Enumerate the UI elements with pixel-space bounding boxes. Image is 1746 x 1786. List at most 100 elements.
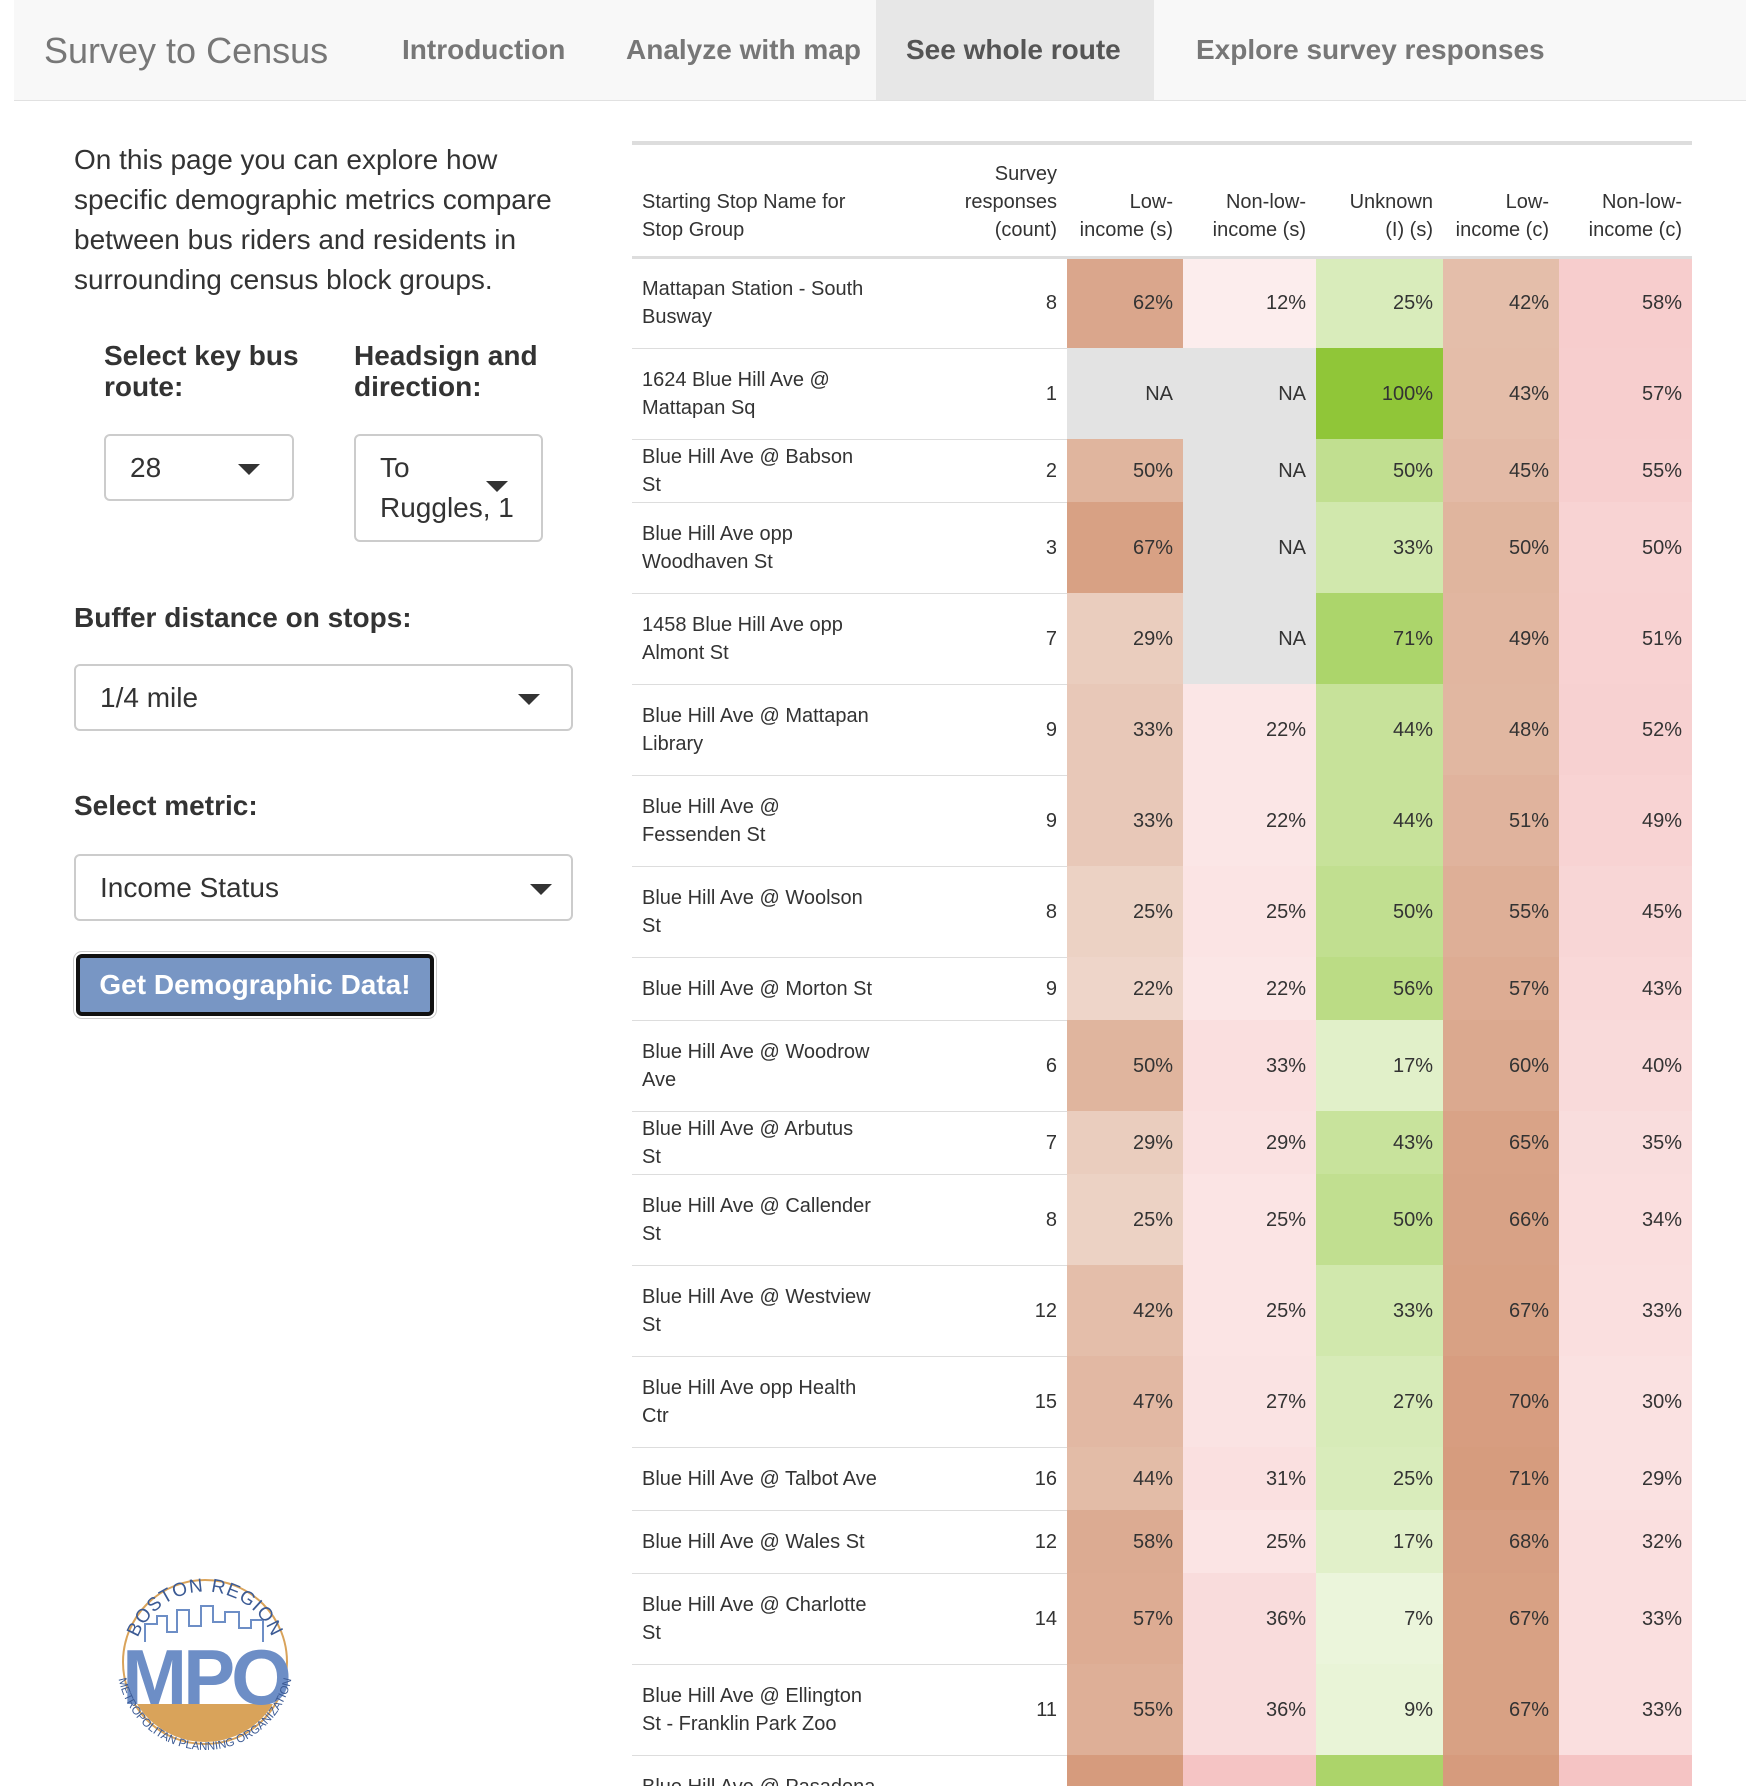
headsign-label: Headsign and direction: (354, 340, 538, 402)
route-label: Select key bus route: (104, 340, 299, 402)
percent-cell-nonlow-c: 43% (1559, 957, 1692, 1020)
table-row: Blue Hill Ave @ Callender St 8 25% 25% 50% 66… (632, 1174, 1692, 1266)
table-row: Blue Hill Ave opp Woodhaven St 3 67% NA 33% 5… (632, 502, 1692, 594)
chevron-down-icon (518, 694, 540, 705)
tab-explore-survey-responses[interactable]: Explore survey responses (1196, 34, 1545, 65)
intro-text: On this page you can explore how specifi… (74, 144, 552, 295)
percent-cell-low-s: 55% (1067, 1664, 1183, 1755)
response-count-cell: 8 (887, 257, 1067, 349)
headsign-select-value: To Ruggles, 1 (380, 452, 514, 523)
percent-cell-low-c: 65% (1443, 1111, 1559, 1174)
percent-cell-unknown-s: 100% (1316, 348, 1443, 439)
percent-cell-unknown-s: 33% (1316, 1265, 1443, 1356)
percent-cell-nonlow-s: 12% (1183, 257, 1316, 348)
stop-name-cell: Blue Hill Ave opp Health Ctr (632, 1356, 887, 1448)
percent-cell-low-s: 62% (1067, 257, 1183, 348)
table-row: Blue Hill Ave @ Westview St 12 42% 25% 33% 67… (632, 1265, 1692, 1357)
buffer-select[interactable]: 1/4 mile (74, 664, 573, 731)
column-header[interactable]: Unknown (I) (s) (1316, 145, 1443, 259)
column-header[interactable]: Non-low-income (s) (1183, 145, 1316, 259)
table-row: Blue Hill Ave @ Wales St 12 58% 25% 17% 68% 32… (632, 1510, 1692, 1574)
table-row: Blue Hill Ave @ Arbutus St 7 29% 29% 43% 65% 3… (632, 1111, 1692, 1175)
percent-cell-low-c: 67% (1443, 1573, 1559, 1664)
percent-cell-nonlow-c: 50% (1559, 502, 1692, 593)
response-count-cell: 9 (887, 775, 1067, 867)
response-count-cell: 12 (887, 1265, 1067, 1357)
column-header[interactable]: Starting Stop Name for Stop Group (632, 145, 887, 259)
percent-cell-unknown-s: 50% (1316, 866, 1443, 957)
percent-cell-nonlow-c (1559, 1755, 1692, 1786)
tab-see-whole-route[interactable]: See whole route (876, 0, 1154, 100)
response-count-cell (887, 1755, 1067, 1786)
stop-name-cell: Blue Hill Ave @ Charlotte St (632, 1573, 887, 1665)
tab-introduction[interactable]: Introduction (402, 34, 566, 65)
percent-cell-nonlow-c: 34% (1559, 1174, 1692, 1265)
headsign-select[interactable]: To Ruggles, 1 (354, 434, 543, 542)
percent-cell-unknown-s: 71% (1316, 593, 1443, 684)
table-row: Blue Hill Ave @ Woodrow Ave 6 50% 33% 17% 60%… (632, 1020, 1692, 1112)
buffer-label: Buffer distance on stops: (74, 602, 412, 633)
percent-cell-nonlow-s: 36% (1183, 1664, 1316, 1755)
percent-cell-nonlow-c: 40% (1559, 1020, 1692, 1111)
column-header[interactable]: Non-low-income (c) (1559, 145, 1692, 259)
column-header[interactable]: Low-income (c) (1443, 145, 1559, 259)
logo-mpo-text: MPO (122, 1633, 289, 1721)
percent-cell-nonlow-c: 51% (1559, 593, 1692, 684)
percent-cell-low-c: 49% (1443, 593, 1559, 684)
percent-cell-unknown-s (1316, 1755, 1443, 1786)
response-count-cell: 15 (887, 1356, 1067, 1448)
tab-analyze-with-map[interactable]: Analyze with map (626, 34, 861, 65)
stop-name-cell: 1458 Blue Hill Ave opp Almont St (632, 593, 887, 685)
stop-name-cell: Blue Hill Ave @ Callender St (632, 1174, 887, 1266)
response-count-cell: 7 (887, 593, 1067, 685)
percent-cell-nonlow-s: 25% (1183, 1510, 1316, 1573)
percent-cell-nonlow-c: 33% (1559, 1265, 1692, 1356)
table-row: Blue Hill Ave @ Woolson St 8 25% 25% 50% 55% 4… (632, 866, 1692, 958)
percent-cell-nonlow-c: 35% (1559, 1111, 1692, 1174)
response-count-cell: 8 (887, 1174, 1067, 1266)
percent-cell-low-c: 70% (1443, 1356, 1559, 1447)
metric-select[interactable]: Income Status (74, 854, 573, 921)
percent-cell-unknown-s: 50% (1316, 1174, 1443, 1265)
percent-cell-unknown-s: 44% (1316, 775, 1443, 866)
stop-name-cell: Blue Hill Ave @ Arbutus St (632, 1111, 887, 1175)
percent-cell-nonlow-s: 33% (1183, 1020, 1316, 1111)
percent-cell-unknown-s: 17% (1316, 1510, 1443, 1573)
chevron-down-icon (530, 884, 552, 895)
get-demographic-data-button[interactable]: Get Demographic Data! (76, 954, 434, 1016)
chevron-down-icon (238, 464, 260, 475)
table-row: Blue Hill Ave @ Morton St 9 22% 22% 56% 57% 43… (632, 957, 1692, 1021)
navbar: Survey to Census Introduction Analyze wi… (14, 0, 1746, 101)
table-row: Blue Hill Ave @ Mattapan Library 9 33% 22% 4… (632, 684, 1692, 776)
stop-name-cell: Blue Hill Ave @ Westview St (632, 1265, 887, 1357)
percent-cell-low-s: 50% (1067, 439, 1183, 502)
column-header[interactable]: Low-income (s) (1067, 145, 1183, 259)
route-select[interactable]: 28 (104, 434, 294, 501)
percent-cell-low-c: 43% (1443, 348, 1559, 439)
percent-cell-nonlow-s: NA (1183, 593, 1316, 684)
percent-cell-low-c: 42% (1443, 257, 1559, 348)
percent-cell-low-s: 29% (1067, 1111, 1183, 1174)
percent-cell-unknown-s: 17% (1316, 1020, 1443, 1111)
percent-cell-low-c: 67% (1443, 1664, 1559, 1755)
percent-cell-nonlow-c: 45% (1559, 866, 1692, 957)
percent-cell-unknown-s: 44% (1316, 684, 1443, 775)
table-header-row: Starting Stop Name for Stop Group Survey… (632, 145, 1692, 259)
percent-cell-unknown-s: 43% (1316, 1111, 1443, 1174)
stop-name-cell: Blue Hill Ave @ Fessenden St (632, 775, 887, 867)
percent-cell-low-c: 45% (1443, 439, 1559, 502)
percent-cell-nonlow-c: 29% (1559, 1447, 1692, 1510)
percent-cell-low-c: 66% (1443, 1174, 1559, 1265)
column-header[interactable]: Survey responses (count) (887, 145, 1067, 259)
buffer-select-value: 1/4 mile (100, 681, 199, 713)
percent-cell-low-s: 22% (1067, 957, 1183, 1020)
percent-cell-low-s: 33% (1067, 684, 1183, 775)
percent-cell-low-s: 44% (1067, 1447, 1183, 1510)
metric-select-value: Income Status (100, 871, 279, 903)
response-count-cell: 9 (887, 957, 1067, 1021)
stop-name-cell: 1624 Blue Hill Ave @ Mattapan Sq (632, 348, 887, 440)
table-row: 1458 Blue Hill Ave opp Almont St 7 29% NA 71… (632, 593, 1692, 685)
percent-cell-nonlow-c: 58% (1559, 257, 1692, 348)
percent-cell-unknown-s: 9% (1316, 1664, 1443, 1755)
percent-cell-nonlow-c: 30% (1559, 1356, 1692, 1447)
